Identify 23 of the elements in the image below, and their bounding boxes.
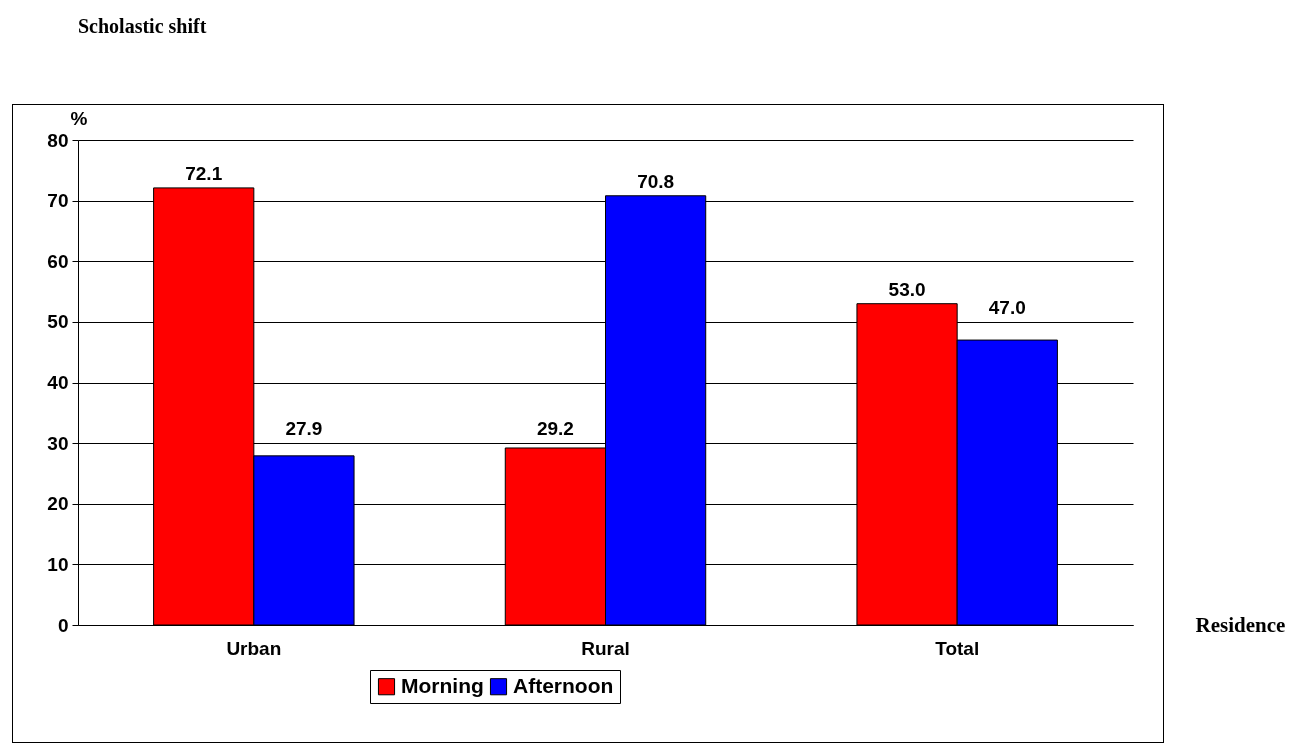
y-tick-label: 60 bbox=[47, 250, 69, 272]
legend-label: Morning bbox=[401, 673, 484, 697]
data-label: 53.0 bbox=[888, 278, 926, 300]
y-tick-label: 20 bbox=[47, 493, 69, 515]
y-tick-label: 40 bbox=[47, 372, 69, 393]
chart-title: Scholastic shift bbox=[78, 15, 207, 37]
x-tick-label: Urban bbox=[226, 637, 282, 659]
data-label: 72.1 bbox=[185, 162, 223, 184]
y-tick-label: 80 bbox=[47, 129, 69, 151]
y-tick-label: 50 bbox=[47, 311, 69, 333]
y-tick-label: 0 bbox=[57, 614, 69, 636]
x-tick-label: Total bbox=[935, 637, 980, 659]
y-axis-title: % bbox=[70, 107, 88, 129]
y-tick-label: 10 bbox=[47, 553, 69, 575]
y-tick-label: 70 bbox=[47, 190, 69, 212]
data-label: 47.0 bbox=[988, 296, 1026, 318]
legend-label: Afternoon bbox=[513, 673, 614, 697]
data-label: 27.9 bbox=[285, 418, 323, 440]
data-label: 70.8 bbox=[637, 170, 675, 192]
x-tick-label: Rural bbox=[581, 637, 630, 659]
x-axis-title: Residence bbox=[1195, 612, 1286, 637]
data-label: 29.2 bbox=[536, 418, 574, 440]
y-tick-label: 30 bbox=[47, 432, 69, 454]
